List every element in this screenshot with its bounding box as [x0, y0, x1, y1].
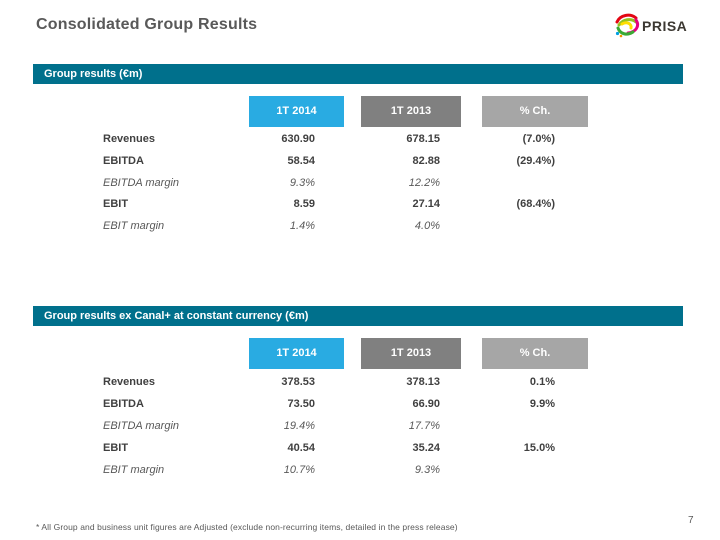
row-label: EBIT margin [103, 464, 165, 476]
value-2014: 19.4% [283, 420, 315, 432]
table-row: Revenues 378.53 378.13 0.1% [0, 376, 720, 398]
section-title: Group results ex Canal+ at constant curr… [44, 310, 309, 322]
value-2013: 12.2% [408, 177, 440, 189]
value-2014: 40.54 [287, 442, 315, 454]
table-row: EBIT 8.59 27.14 (68.4%) [0, 198, 720, 220]
table-row: EBITDA 58.54 82.88 (29.4%) [0, 155, 720, 177]
value-2013: 678.15 [406, 133, 440, 145]
table-row: EBIT margin 10.7% 9.3% [0, 464, 720, 486]
value-2013: 35.24 [412, 442, 440, 454]
value-change: (7.0%) [522, 133, 555, 145]
value-change: (68.4%) [516, 198, 555, 210]
value-2013: 17.7% [408, 420, 440, 432]
value-2014: 8.59 [293, 198, 315, 210]
prisa-logo: PRISA [613, 12, 687, 40]
row-label: EBIT margin [103, 220, 165, 232]
section-header-group-results: Group results (€m) [33, 64, 683, 84]
row-label: EBITDA [103, 398, 144, 410]
table-row: EBITDA margin 9.3% 12.2% [0, 177, 720, 199]
row-label: Revenues [103, 376, 155, 388]
value-change: 0.1% [529, 376, 555, 388]
table-row: EBIT margin 1.4% 4.0% [0, 220, 720, 242]
value-2014: 9.3% [289, 177, 315, 189]
row-label: EBITDA margin [103, 420, 180, 432]
page-title: Consolidated Group Results [36, 16, 258, 33]
value-2013: 82.88 [412, 155, 440, 167]
row-label: Revenues [103, 133, 155, 145]
column-header-1t2013: 1T 2013 [361, 96, 461, 127]
section-header-ex-canal: Group results ex Canal+ at constant curr… [33, 306, 683, 326]
prisa-swirl-icon [615, 13, 640, 38]
column-header-1t2013: 1T 2013 [361, 338, 461, 369]
value-2014: 630.90 [281, 133, 315, 145]
value-change: 15.0% [523, 442, 555, 454]
value-2014: 73.50 [287, 398, 315, 410]
value-2013: 27.14 [412, 198, 440, 210]
section-title: Group results (€m) [44, 68, 143, 80]
row-label: EBIT [103, 442, 129, 454]
page-number: 7 [688, 515, 694, 526]
value-2013: 66.90 [412, 398, 440, 410]
column-header-pct-change: % Ch. [482, 96, 588, 127]
value-2013: 378.13 [406, 376, 440, 388]
table-row: EBITDA 73.50 66.90 9.9% [0, 398, 720, 420]
row-label: EBITDA [103, 155, 144, 167]
value-change: (29.4%) [516, 155, 555, 167]
prisa-logo-text: PRISA [642, 18, 688, 34]
value-change: 9.9% [529, 398, 555, 410]
column-header-1t2014: 1T 2014 [249, 96, 344, 127]
value-2014: 378.53 [281, 376, 315, 388]
column-header-pct-change: % Ch. [482, 338, 588, 369]
table-row: EBITDA margin 19.4% 17.7% [0, 420, 720, 442]
value-2013: 4.0% [414, 220, 440, 232]
row-label: EBIT [103, 198, 129, 210]
value-2014: 58.54 [287, 155, 315, 167]
column-header-1t2014: 1T 2014 [249, 338, 344, 369]
value-2014: 10.7% [283, 464, 315, 476]
row-label: EBITDA margin [103, 177, 180, 189]
footnote: * All Group and business unit figures ar… [36, 522, 458, 532]
table-row: Revenues 630.90 678.15 (7.0%) [0, 133, 720, 155]
value-2014: 1.4% [289, 220, 315, 232]
table-row: EBIT 40.54 35.24 15.0% [0, 442, 720, 464]
value-2013: 9.3% [414, 464, 440, 476]
